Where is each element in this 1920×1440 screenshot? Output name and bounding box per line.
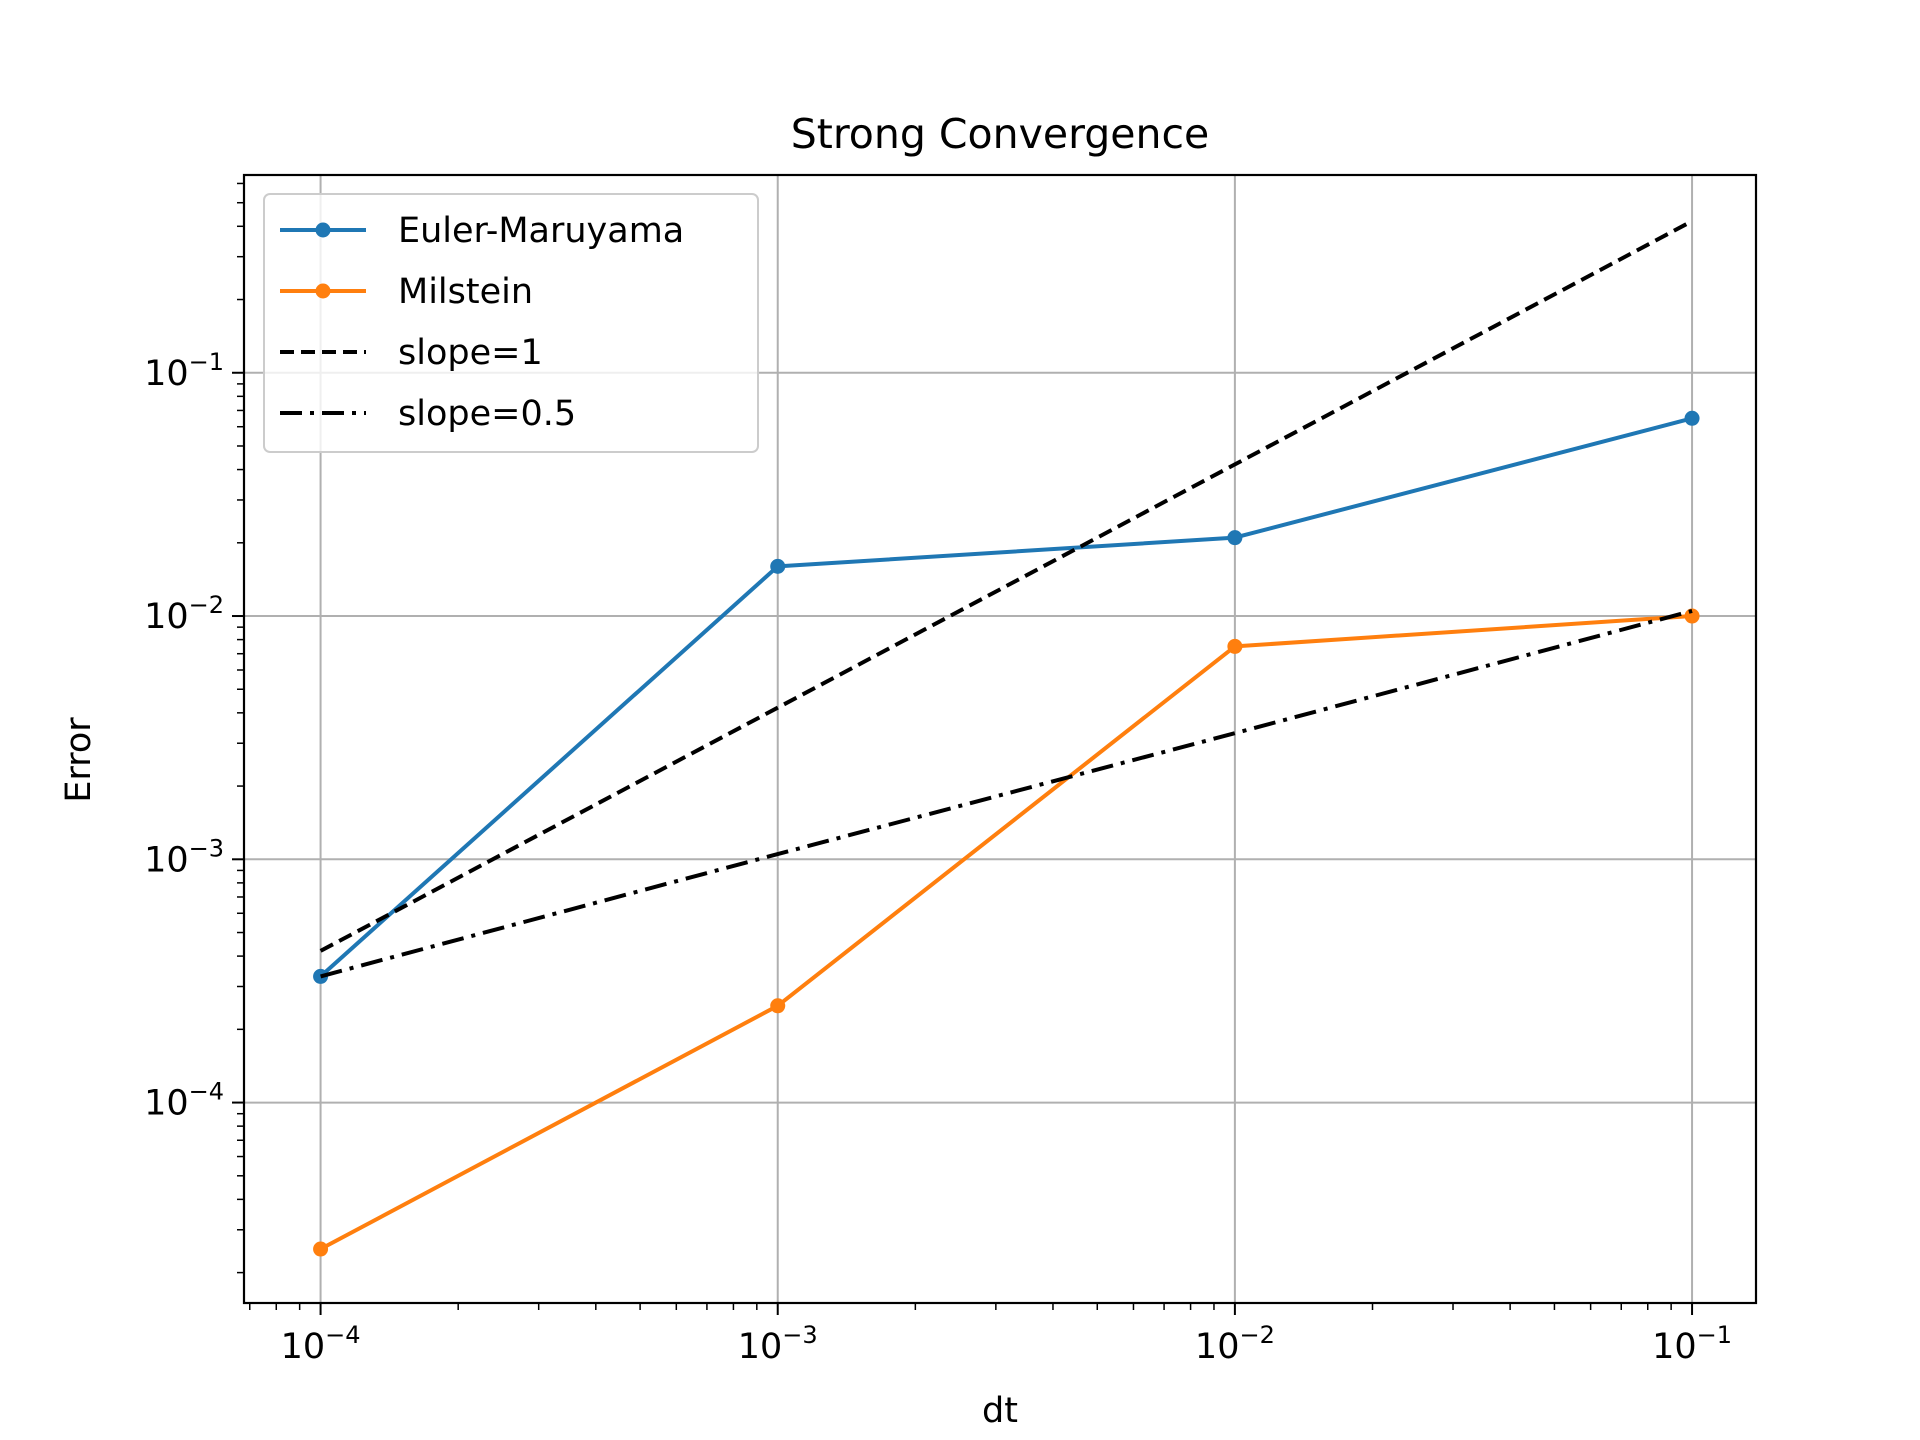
x-tick-label: 10−4 — [281, 1321, 361, 1367]
x-axis: 10−4 10−3 10−2 10−1 — [249, 1303, 1732, 1367]
series-line-euler-maruyama — [319, 416, 1693, 978]
data-point-milstein — [1684, 608, 1700, 624]
legend-label-euler-maruyama: Euler-Maruyama — [398, 211, 684, 251]
legend-label-milstein: Milstein — [398, 272, 533, 312]
data-point-milstein — [313, 1241, 329, 1257]
data-point-euler-maruyama — [770, 558, 786, 574]
y-tick-label: 10−4 — [144, 1078, 224, 1124]
series-layer — [313, 219, 1700, 1257]
plot-frame — [242, 173, 1758, 1305]
y-tick-label: 10−3 — [144, 834, 224, 880]
legend-marker-euler-maruyama — [315, 222, 331, 238]
legend-marker-milstein — [315, 283, 331, 299]
y-tick-label: 10−2 — [144, 591, 224, 637]
data-point-euler-maruyama — [1684, 410, 1700, 426]
series-line-milstein — [319, 614, 1693, 1251]
legend-label-slope-1: slope=1 — [398, 333, 543, 373]
x-axis-label: dt — [982, 1391, 1018, 1431]
x-tick-label: 10−3 — [738, 1321, 818, 1367]
chart-title: Strong Convergence — [791, 110, 1210, 158]
legend-box — [263, 193, 759, 453]
series-line-slope-0-5 — [320, 608, 1693, 979]
data-point-milstein — [1227, 638, 1243, 654]
x-tick-label: 10−1 — [1652, 1321, 1732, 1367]
legend-label-slope-0-5: slope=0.5 — [398, 394, 576, 434]
legend: Euler-Maruyama Milstein slope=1 slope=0.5 — [263, 193, 759, 453]
x-tick-label: 10−2 — [1195, 1321, 1275, 1367]
y-tick-label: 10−1 — [144, 348, 224, 394]
y-axis-label: Error — [59, 717, 99, 803]
data-point-euler-maruyama — [313, 968, 329, 984]
y-axis: 10−4 10−3 10−2 10−1 — [144, 182, 244, 1274]
series-line-slope-1 — [319, 219, 1694, 953]
data-point-milstein — [770, 998, 786, 1014]
data-point-euler-maruyama — [1227, 530, 1243, 546]
